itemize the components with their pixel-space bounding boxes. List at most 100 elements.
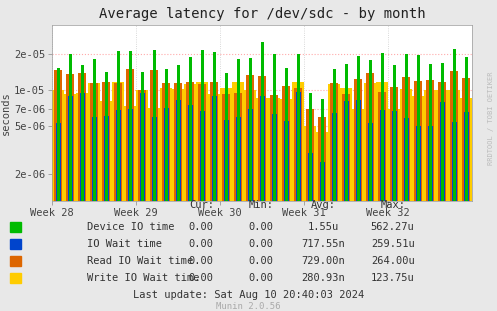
Bar (164, 108, 169, 311)
Bar (452, 49, 456, 311)
Bar (259, 96, 265, 311)
Bar (126, 69, 134, 311)
Bar (184, 84, 196, 311)
Bar (320, 162, 325, 311)
Bar (462, 78, 470, 311)
Bar (367, 123, 373, 311)
Bar (186, 81, 194, 311)
Bar (436, 90, 448, 311)
Bar (199, 111, 205, 311)
Bar (56, 123, 61, 311)
Bar (412, 96, 424, 311)
Bar (248, 109, 253, 311)
Text: 0.00: 0.00 (248, 222, 273, 232)
Bar (150, 70, 158, 311)
Bar (76, 93, 88, 311)
Bar (271, 114, 277, 311)
Bar (280, 99, 292, 311)
Bar (91, 117, 97, 311)
Bar (404, 118, 409, 311)
Y-axis label: seconds: seconds (1, 91, 11, 135)
Text: Munin 2.0.56: Munin 2.0.56 (216, 303, 281, 311)
Title: Average latency for /dev/sdc - by month: Average latency for /dev/sdc - by month (99, 7, 425, 21)
Bar (427, 126, 433, 311)
Bar (414, 81, 422, 311)
Text: 0.00: 0.00 (248, 256, 273, 266)
Bar (355, 100, 361, 311)
Bar (54, 70, 62, 311)
Bar (52, 90, 64, 311)
Text: 562.27u: 562.27u (371, 222, 414, 232)
Bar (213, 52, 216, 311)
Bar (296, 92, 301, 311)
Bar (318, 117, 326, 311)
Bar (258, 77, 266, 311)
Bar (222, 95, 230, 311)
Bar (165, 69, 168, 311)
Text: 264.00u: 264.00u (371, 256, 414, 266)
Text: 123.75u: 123.75u (371, 273, 414, 283)
Bar (426, 81, 434, 311)
Bar (321, 99, 324, 311)
Bar (368, 60, 372, 311)
Bar (356, 56, 360, 311)
Bar (68, 95, 73, 311)
Bar (148, 108, 160, 311)
Bar (81, 65, 84, 311)
Bar (283, 121, 289, 311)
Text: 0.00: 0.00 (189, 222, 214, 232)
Bar (297, 54, 300, 311)
Bar (210, 81, 218, 311)
Bar (292, 81, 304, 311)
Bar (328, 84, 340, 311)
Bar (304, 126, 316, 311)
Bar (234, 93, 242, 311)
Bar (153, 50, 156, 311)
Bar (306, 109, 314, 311)
Text: RRDTOOL / TOBI OETIKER: RRDTOOL / TOBI OETIKER (488, 72, 494, 165)
Bar (342, 94, 350, 311)
Bar (138, 90, 146, 311)
Bar (187, 105, 193, 311)
Bar (114, 83, 122, 311)
Bar (451, 122, 457, 311)
Bar (66, 74, 74, 311)
Bar (381, 53, 384, 311)
Bar (102, 82, 110, 311)
Text: Max:: Max: (380, 200, 405, 210)
Bar (309, 93, 312, 311)
Bar (316, 132, 328, 311)
Bar (330, 83, 338, 311)
Bar (440, 63, 444, 311)
Bar (78, 73, 86, 311)
Bar (270, 95, 278, 311)
Bar (176, 65, 180, 311)
Bar (465, 57, 468, 311)
Bar (140, 93, 145, 311)
Bar (248, 58, 252, 311)
Bar (232, 82, 244, 311)
Text: 280.93n: 280.93n (301, 273, 345, 283)
Text: Device IO time: Device IO time (87, 222, 174, 232)
Bar (116, 51, 120, 311)
Bar (268, 98, 280, 311)
Bar (439, 102, 445, 311)
Text: Write IO Wait time: Write IO Wait time (87, 273, 199, 283)
Bar (402, 77, 410, 311)
Bar (400, 89, 412, 311)
Text: 259.51u: 259.51u (371, 239, 414, 249)
Bar (129, 51, 132, 311)
Bar (364, 83, 376, 311)
Text: 1.55u: 1.55u (308, 222, 338, 232)
Text: 729.00n: 729.00n (301, 256, 345, 266)
Bar (174, 83, 182, 311)
Bar (405, 54, 408, 311)
Bar (90, 83, 98, 311)
Bar (196, 82, 208, 311)
Bar (64, 94, 76, 311)
Text: 0.00: 0.00 (189, 239, 214, 249)
Bar (100, 101, 112, 311)
Bar (344, 64, 348, 311)
Bar (343, 101, 349, 311)
Text: Read IO Wait time: Read IO Wait time (87, 256, 193, 266)
